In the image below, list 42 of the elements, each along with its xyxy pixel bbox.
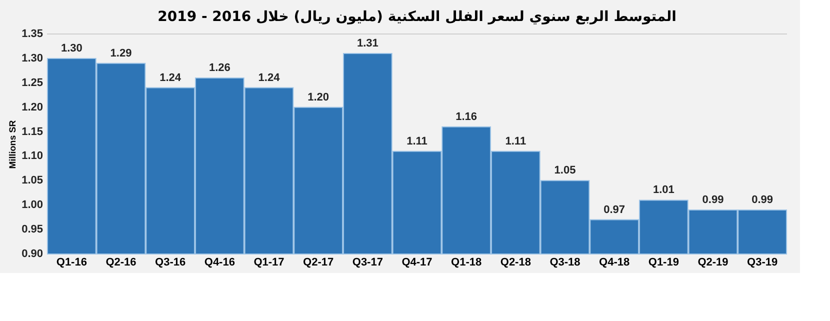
y-tick-label: 0.90 [22,248,43,260]
y-tick-label: 1.05 [22,174,43,187]
y-tick-label: 1.30 [22,52,43,64]
x-tick-label: Q3-18 [550,256,580,268]
data-label: 1.26 [208,62,230,74]
data-label: 1.30 [60,42,82,54]
x-tick-label: Q1-16 [56,256,87,268]
x-tick-label: Q2-19 [698,256,728,268]
y-tick-label: 0.95 [22,224,43,236]
x-tick-label: Q4-16 [204,256,235,268]
y-axis-title: Millions SR [8,120,18,169]
data-label: 0.99 [702,194,724,206]
data-label: 1.01 [652,184,674,196]
chart-title: المتوسط الربع سنوي لسعر الفلل السكنية (مليون ريال) خلال 2016 - 2019 [158,9,676,25]
data-label: 1.11 [406,135,428,148]
x-tick-label: Q4-18 [599,256,630,268]
y-tick-label: 1.15 [22,126,43,138]
data-label: 0.97 [604,204,626,216]
data-label: 1.11 [505,135,526,148]
data-label: 1.16 [456,110,478,123]
x-tick-label: Q1-17 [254,256,284,268]
y-tick-label: 1.35 [22,28,43,40]
x-tick-label: Q4-17 [402,256,432,268]
x-tick-label: Q1-18 [451,256,482,268]
x-tick-label: Q2-17 [303,256,334,268]
x-tick-label: Q2-16 [106,256,136,268]
data-label: 1.20 [308,91,330,104]
y-tick-label: 1.25 [22,76,43,89]
data-label: 0.99 [752,194,774,206]
y-tick-label: 1.10 [22,150,43,162]
data-label: 1.31 [356,38,378,50]
data-label: 1.24 [258,72,281,84]
data-label: 1.05 [554,164,576,177]
y-tick-label: 1.00 [22,199,43,212]
x-tick-label: Q3-19 [747,256,778,268]
data-label: 1.24 [160,72,182,84]
x-tick-label: Q3-17 [352,256,383,268]
x-tick-label: Q2-18 [500,256,531,268]
data-label: 1.29 [110,47,132,60]
x-tick-label: Q3-16 [155,256,186,268]
x-tick-label: Q1-19 [648,256,679,268]
y-tick-label: 1.20 [22,101,43,114]
